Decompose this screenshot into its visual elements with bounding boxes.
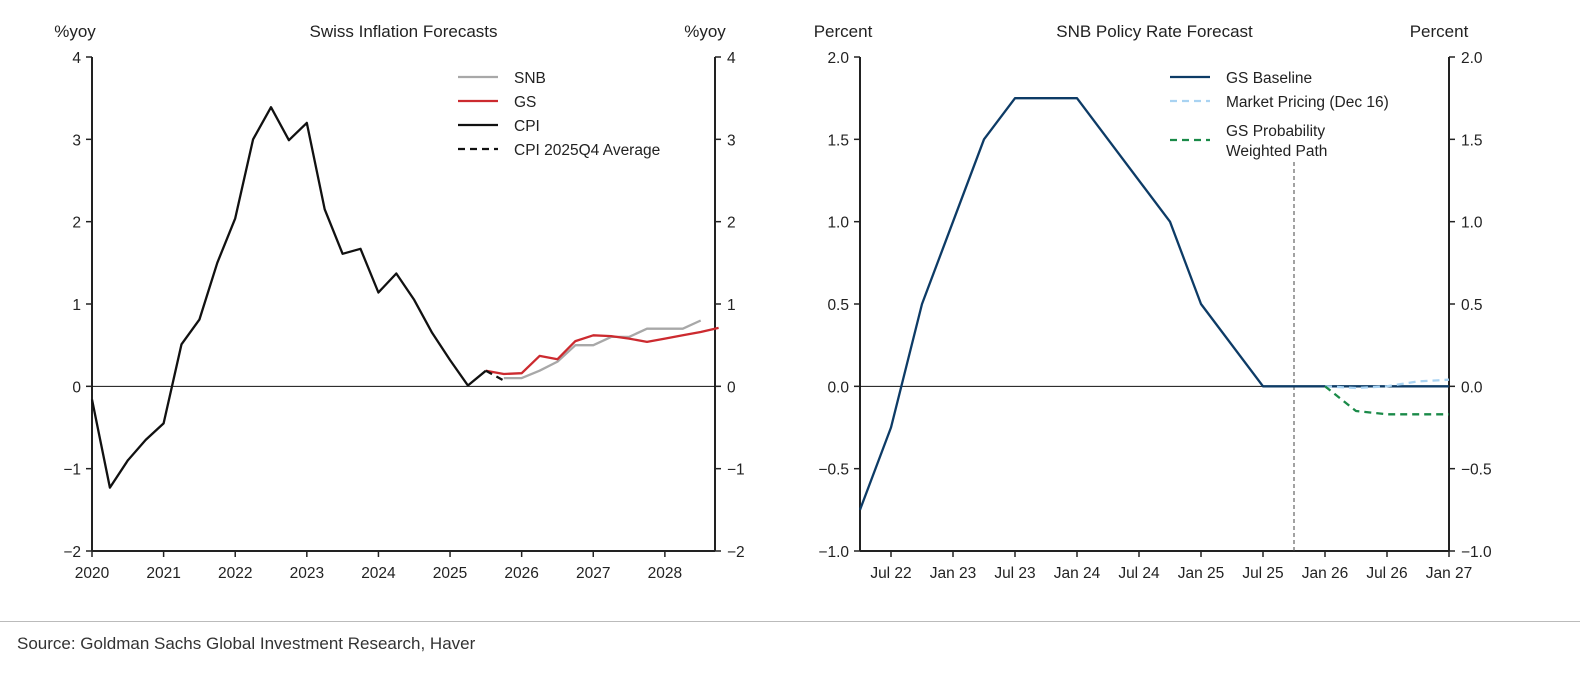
x-tick-label: Jan 27 [1426, 565, 1473, 582]
source-note: Source: Goldman Sachs Global Investment … [17, 634, 476, 653]
y-tick-label-right: 1 [727, 297, 736, 314]
x-tick-label: 2024 [361, 565, 396, 582]
x-tick-label: 2025 [433, 565, 467, 582]
legend-label: Weighted Path [1226, 143, 1327, 160]
y-tick-label-left: 4 [72, 50, 81, 67]
x-tick-label: Jan 24 [1054, 565, 1101, 582]
series-line-gs [485, 326, 719, 376]
series-line-gs-probability-weighted-path [1324, 385, 1449, 416]
series-line-cpi-2025q4-average [485, 369, 505, 382]
x-tick-label: Jul 22 [870, 565, 911, 582]
legend-label: CPI 2025Q4 Average [514, 142, 660, 159]
x-tick-label: Jul 26 [1366, 565, 1407, 582]
x-tick-label: Jul 24 [1118, 565, 1160, 582]
series-line-cpi [90, 106, 487, 489]
x-tick-label: 2021 [146, 565, 180, 582]
source-divider [0, 621, 1580, 622]
x-tick-label: 2026 [504, 565, 538, 582]
y-axis-label-left: %yoy [54, 22, 96, 41]
y-tick-label-left: 0 [72, 379, 81, 396]
legend-label: Market Pricing (Dec 16) [1226, 94, 1389, 111]
legend-label: SNB [514, 70, 546, 87]
legend-label: GS Baseline [1226, 70, 1312, 87]
y-axis-label-right: Percent [1410, 22, 1469, 41]
y-tick-label-right: −0.5 [1461, 462, 1492, 479]
y-tick-label-left: −0.5 [818, 462, 849, 479]
y-tick-label-right: 1.0 [1461, 215, 1483, 232]
y-tick-label-right: 0.0 [1461, 379, 1483, 396]
y-tick-label-right: 0.5 [1461, 297, 1483, 314]
y-tick-label-right: −2 [727, 544, 745, 561]
y-tick-label-right: 3 [727, 132, 736, 149]
x-tick-label: Jan 23 [930, 565, 977, 582]
y-tick-label-right: −1.0 [1461, 544, 1492, 561]
y-tick-label-left: 2 [72, 215, 81, 232]
y-tick-label-left: 1.5 [827, 132, 849, 149]
y-tick-label-left: 0.0 [827, 379, 849, 396]
x-tick-label: Jan 25 [1178, 565, 1225, 582]
y-tick-label-right: 4 [727, 50, 736, 67]
series-line-market-pricing-dec-16- [1324, 378, 1450, 390]
series-line-gs-baseline [858, 97, 1449, 511]
y-tick-label-right: 2 [727, 215, 736, 232]
x-tick-label: Jul 25 [1242, 565, 1283, 582]
y-tick-label-right: 2.0 [1461, 50, 1483, 67]
chart-title: Swiss Inflation Forecasts [309, 22, 497, 41]
x-tick-label: 2020 [75, 565, 110, 582]
y-tick-label-left: 1.0 [827, 215, 849, 232]
y-tick-label-left: −2 [63, 544, 81, 561]
y-tick-label-left: 1 [72, 297, 81, 314]
x-tick-label: 2023 [290, 565, 324, 582]
x-tick-label: 2022 [218, 565, 252, 582]
y-tick-label-left: −1.0 [818, 544, 849, 561]
y-tick-label-right: 1.5 [1461, 132, 1483, 149]
x-tick-label: Jul 23 [994, 565, 1035, 582]
y-tick-label-right: −1 [727, 462, 745, 479]
chart-title: SNB Policy Rate Forecast [1056, 22, 1253, 41]
y-tick-label-left: 3 [72, 132, 81, 149]
y-tick-label-left: 0.5 [827, 297, 849, 314]
legend-label: CPI [514, 118, 540, 135]
y-axis-label-left: Percent [814, 22, 873, 41]
x-tick-label: Jan 26 [1302, 565, 1349, 582]
x-tick-label: 2027 [576, 565, 610, 582]
legend-label: GS Probability [1226, 123, 1325, 140]
y-tick-label-left: −1 [63, 462, 81, 479]
legend-label: GS [514, 94, 536, 111]
x-tick-label: 2028 [648, 565, 682, 582]
series-line-snb [503, 319, 702, 380]
y-tick-label-left: 2.0 [827, 50, 849, 67]
y-axis-label-right: %yoy [684, 22, 726, 41]
y-tick-label-right: 0 [727, 379, 736, 396]
